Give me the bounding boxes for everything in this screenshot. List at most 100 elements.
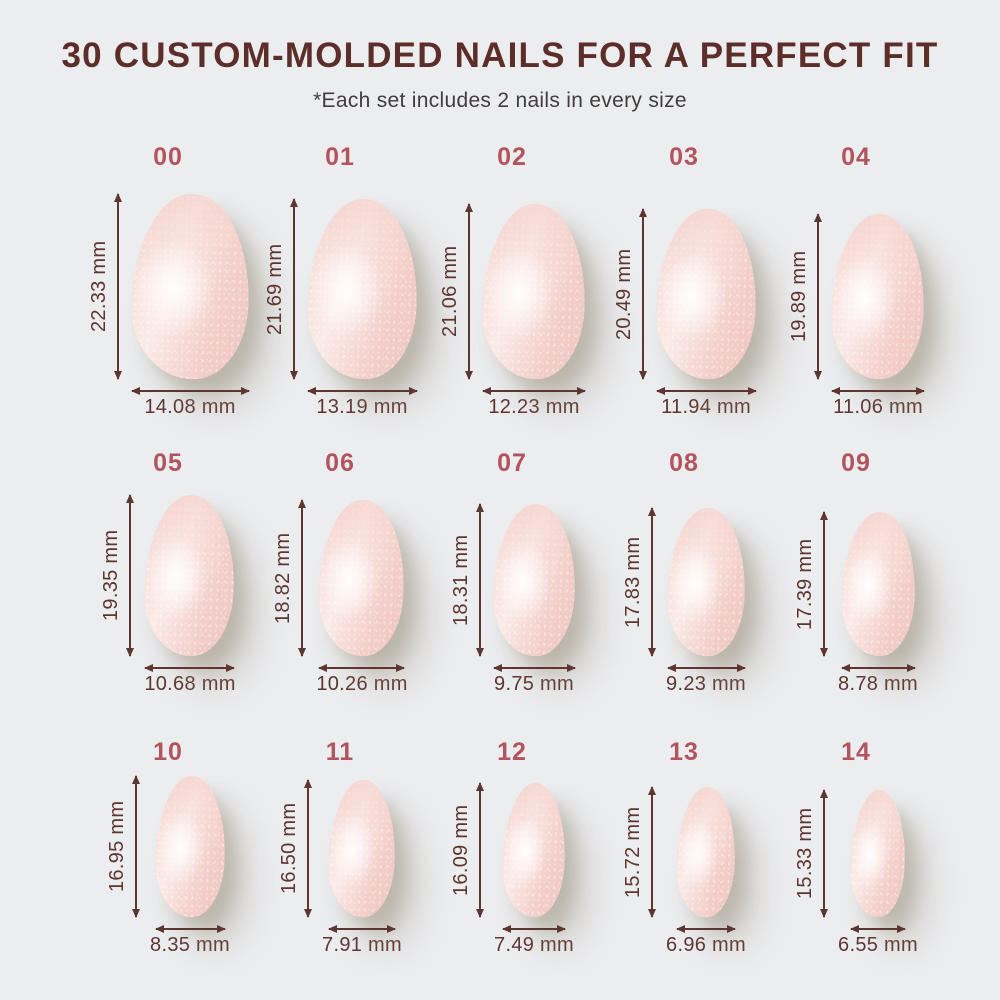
- nail-figure: 17.39 mm 8.78 mm: [794, 511, 918, 694]
- size-number: 10: [153, 738, 183, 767]
- nail-row: 05 19.35 mm 10.68 mm 06 18.82 mm 10.26 mm 07 18…: [82, 449, 942, 696]
- size-number: 07: [497, 449, 527, 478]
- height-label: 19.89 mm: [788, 251, 810, 343]
- height-label: 15.72 mm: [622, 806, 645, 898]
- width-label: 9.75 mm: [494, 673, 574, 696]
- width-label: 11.06 mm: [833, 396, 923, 419]
- size-number: 01: [325, 143, 355, 172]
- size-cell: 10 16.95 mm 8.35 mm: [82, 738, 254, 957]
- height-measure-arrow: [468, 204, 470, 380]
- height-measure-arrow: [307, 780, 310, 918]
- size-cell: 01 21.69 mm 13.19 mm: [254, 143, 426, 417]
- nail-column: 6.55 mm: [838, 789, 918, 955]
- size-number: 09: [841, 449, 871, 478]
- width-label: 14.08 mm: [144, 396, 236, 419]
- nail-column: 6.96 mm: [666, 786, 746, 957]
- nail-figure: 16.50 mm 7.91 mm: [278, 779, 402, 955]
- width-measure-arrow: [503, 928, 565, 931]
- nail-image: [848, 789, 908, 919]
- nail-column: 7.91 mm: [322, 779, 402, 955]
- nail-image: [142, 493, 238, 658]
- nail-image: [304, 197, 420, 382]
- size-cell: 04 19.89 mm 11.06 mm: [770, 143, 942, 417]
- height-label: 21.69 mm: [263, 243, 286, 335]
- width-measure-arrow: [329, 928, 395, 931]
- width-label: 13.19 mm: [316, 396, 408, 419]
- height-label: 20.49 mm: [612, 248, 635, 340]
- width-label: 6.96 mm: [666, 934, 746, 957]
- nail-figure: 17.83 mm 9.23 mm: [622, 506, 748, 696]
- width-label: 11.94 mm: [661, 396, 751, 419]
- height-measure-arrow: [292, 199, 295, 380]
- page-title: 30 CUSTOM-MOLDED NAILS FOR A PERFECT FIT: [61, 36, 939, 75]
- height-label: 19.35 mm: [100, 530, 123, 622]
- nail-row: 10 16.95 mm 8.35 mm 11 16.50 mm 7.91 mm 12 16.0…: [82, 738, 942, 957]
- height-measure-arrow: [478, 504, 481, 657]
- nail-image: [653, 207, 759, 381]
- nail-figure: 16.09 mm 7.49 mm: [450, 782, 574, 957]
- height-label: 22.33 mm: [87, 241, 110, 333]
- size-cell: 06 18.82 mm 10.26 mm: [254, 449, 426, 696]
- nail-image: [128, 192, 252, 382]
- size-cell: 13 15.72 mm 6.96 mm: [598, 738, 770, 957]
- size-number: 13: [669, 738, 699, 767]
- height-measure-arrow: [651, 508, 654, 657]
- nail-image: [829, 212, 927, 381]
- width-measure-arrow: [851, 928, 905, 931]
- width-measure-arrow: [483, 390, 585, 393]
- width-measure-arrow: [656, 390, 756, 393]
- height-measure-arrow: [823, 512, 826, 657]
- size-cell: 09 17.39 mm 8.78 mm: [770, 449, 942, 695]
- size-number: 04: [841, 143, 871, 172]
- nail-figure: 21.06 mm 12.23 mm: [439, 202, 589, 419]
- size-cell: 05 19.35 mm 10.68 mm: [82, 449, 254, 694]
- size-number: 14: [841, 738, 871, 767]
- nail-image: [500, 782, 568, 919]
- size-cell: 12 16.09 mm 7.49 mm: [426, 738, 598, 957]
- nail-column: 7.49 mm: [494, 782, 574, 957]
- size-cell: 14 15.33 mm 6.55 mm: [770, 738, 942, 956]
- width-label: 9.23 mm: [666, 673, 746, 696]
- height-label: 18.31 mm: [449, 534, 472, 626]
- width-measure-arrow: [677, 928, 735, 931]
- width-measure-arrow: [145, 667, 235, 670]
- size-cell: 03 20.49 mm 11.94 mm: [598, 143, 770, 417]
- size-number: 03: [669, 143, 699, 172]
- height-measure-arrow: [641, 209, 644, 380]
- height-label: 17.39 mm: [794, 538, 817, 630]
- nail-image: [326, 779, 398, 919]
- nail-figure: 16.95 mm 8.35 mm: [106, 775, 230, 957]
- height-label: 16.09 mm: [450, 804, 473, 896]
- nail-image: [674, 786, 738, 919]
- width-measure-arrow: [155, 928, 225, 931]
- size-number: 02: [497, 143, 527, 172]
- width-measure-arrow: [832, 390, 924, 393]
- width-measure-arrow: [319, 667, 405, 670]
- width-label: 10.26 mm: [316, 673, 408, 696]
- height-label: 21.06 mm: [439, 246, 461, 338]
- nail-column: 12.23 mm: [479, 202, 589, 419]
- width-measure-arrow: [667, 667, 745, 670]
- size-cell: 00 22.33 mm 14.08 mm: [82, 143, 254, 417]
- nail-column: 9.23 mm: [664, 506, 748, 696]
- height-measure-arrow: [116, 194, 119, 380]
- nail-image: [490, 502, 578, 658]
- width-label: 10.68 mm: [144, 673, 236, 696]
- height-measure-arrow: [651, 787, 654, 918]
- width-label: 12.23 mm: [488, 396, 580, 419]
- width-measure-arrow: [307, 390, 417, 393]
- width-label: 7.49 mm: [494, 934, 574, 957]
- size-cell: 02 21.06 mm 12.23 mm: [426, 143, 598, 417]
- width-label: 8.35 mm: [150, 934, 230, 957]
- size-number: 11: [325, 738, 355, 767]
- size-cell: 07 18.31 mm 9.75 mm: [426, 449, 598, 694]
- size-number: 00: [153, 143, 183, 172]
- height-measure-arrow: [823, 790, 826, 918]
- nail-column: 11.94 mm: [653, 207, 759, 419]
- nail-row: 00 22.33 mm 14.08 mm 01 21.69 mm 13.19 mm 02 21…: [82, 143, 942, 417]
- nail-column: 8.35 mm: [150, 775, 230, 957]
- nail-figure: 20.49 mm 11.94 mm: [612, 207, 759, 419]
- header: 30 CUSTOM-MOLDED NAILS FOR A PERFECT FIT…: [0, 0, 1000, 113]
- nail-image: [479, 202, 589, 381]
- size-number: 08: [669, 449, 699, 478]
